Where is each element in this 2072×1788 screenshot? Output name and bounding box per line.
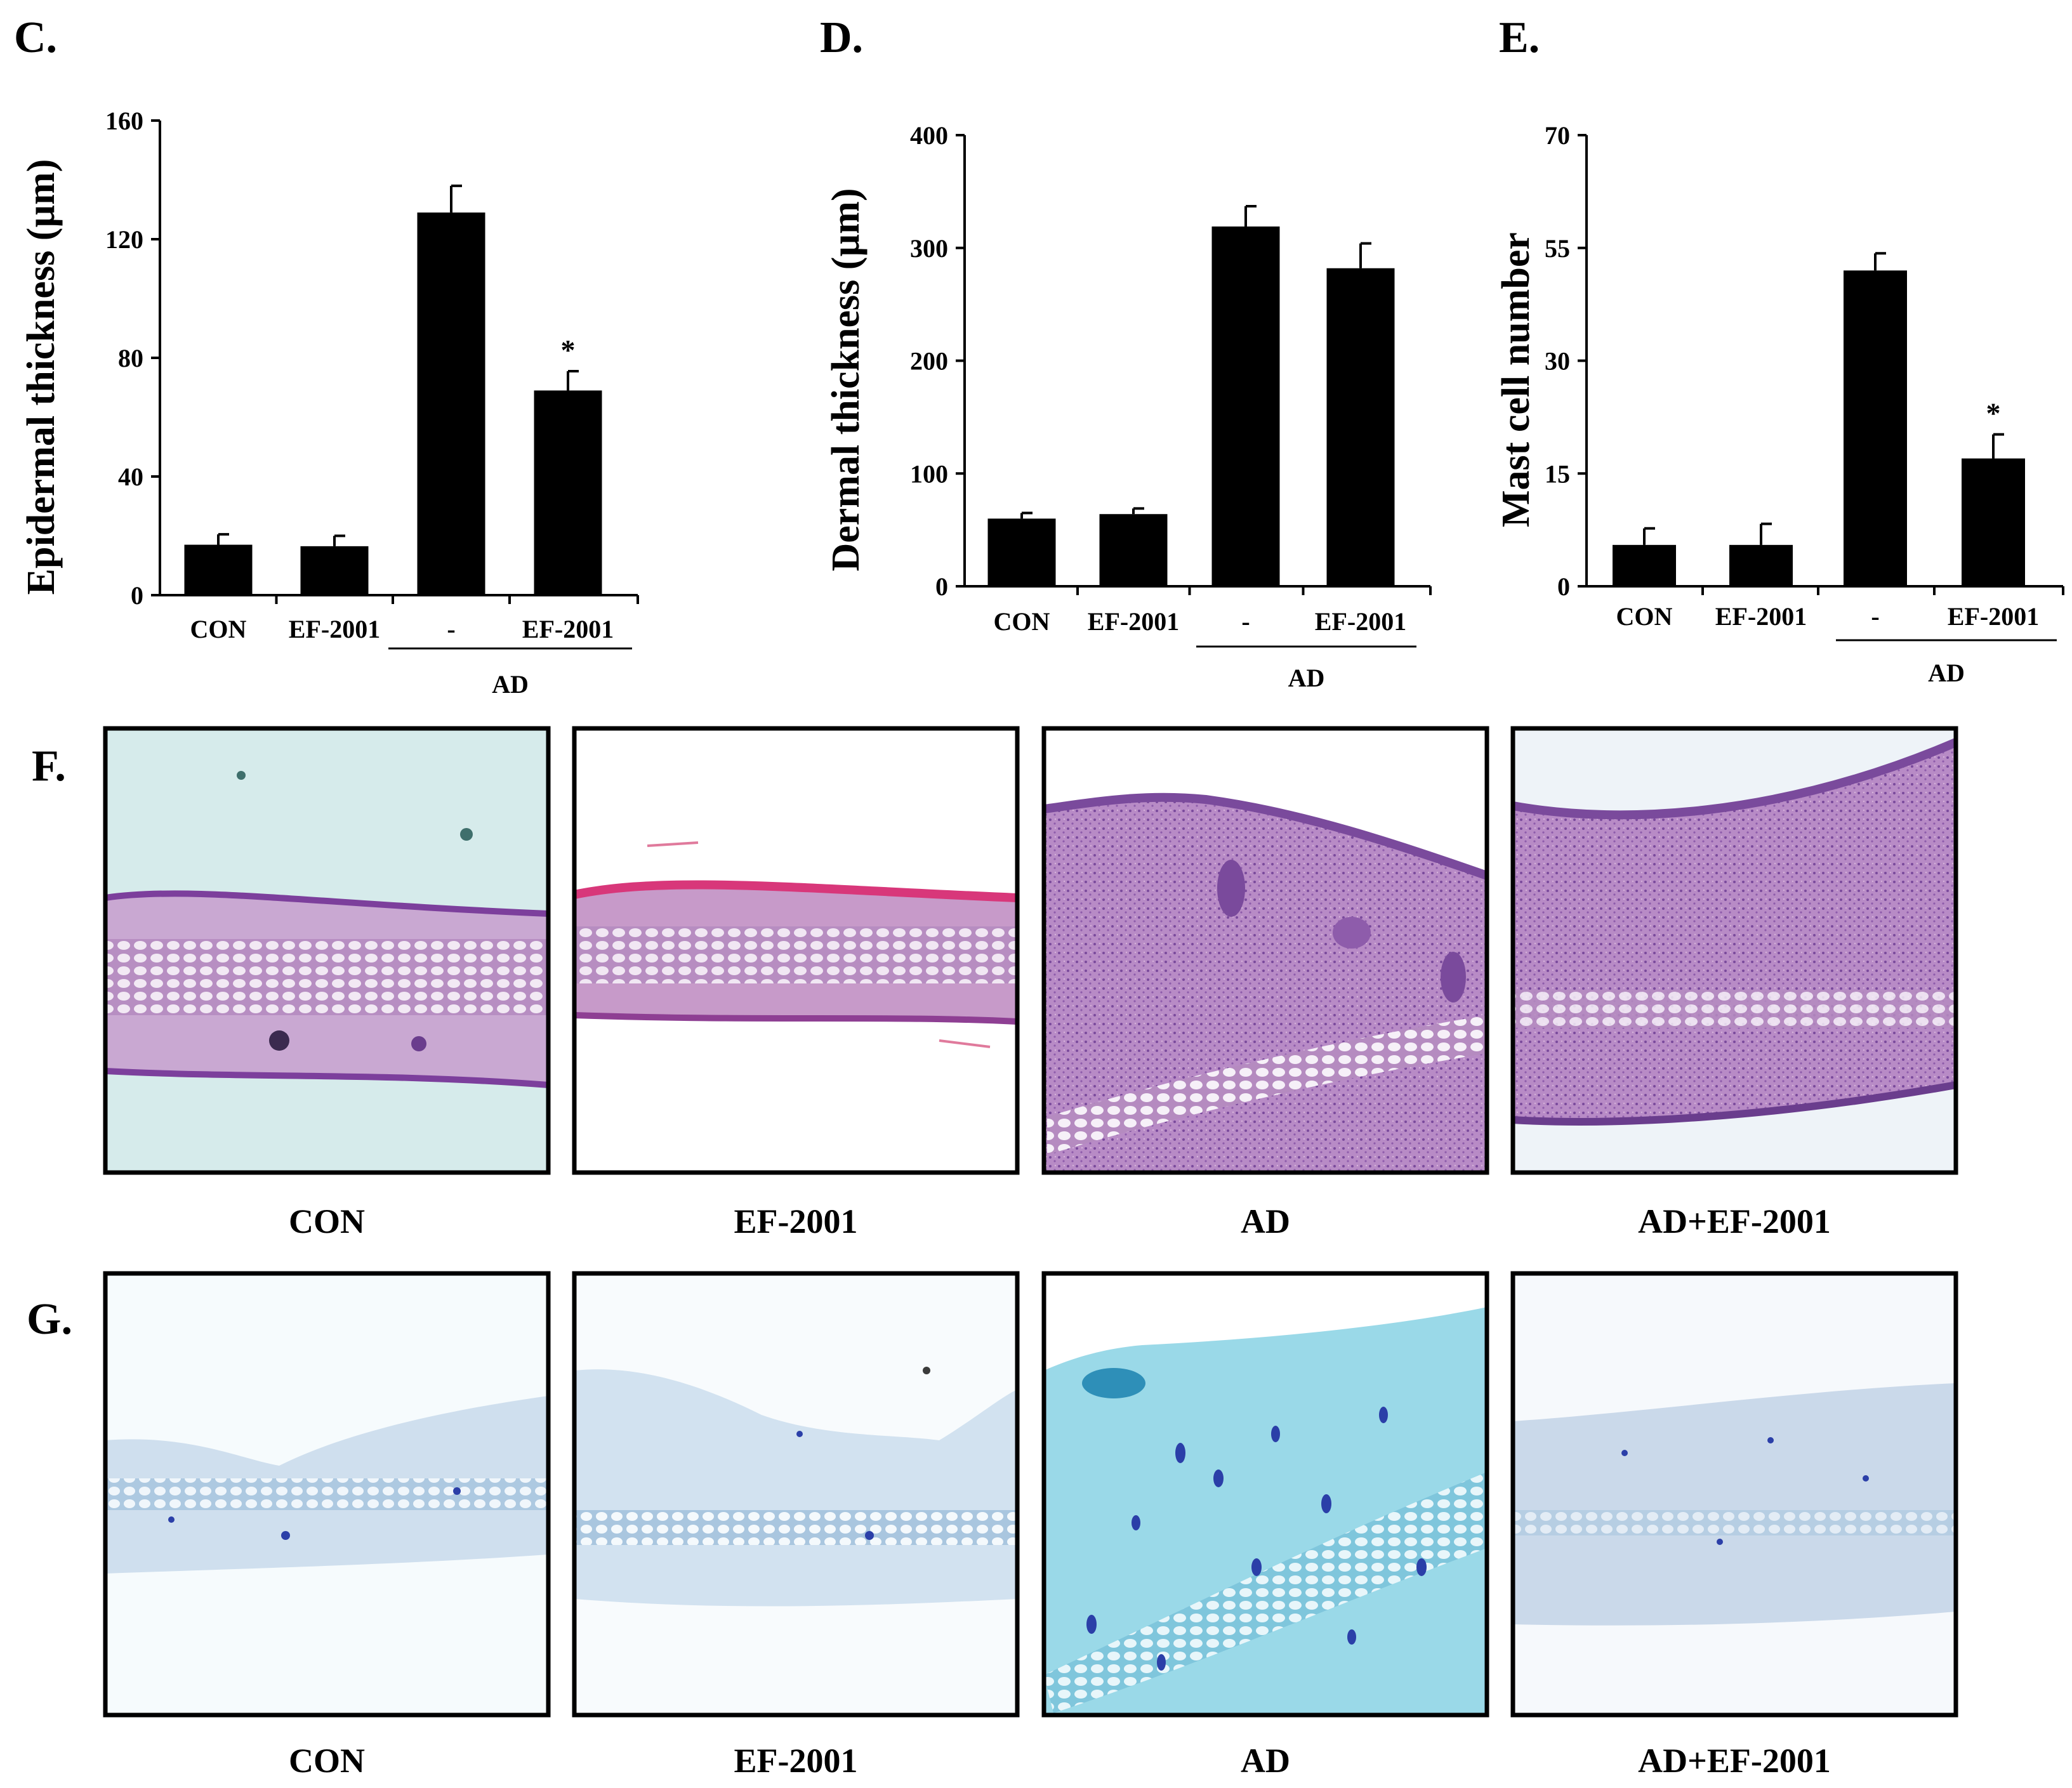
histology-G-con-frame xyxy=(103,1271,551,1718)
histology-F-ad xyxy=(1043,728,1489,1173)
x-category-label: EF-2001 xyxy=(1088,607,1179,636)
y-tick-label: 15 xyxy=(1545,459,1570,488)
bar xyxy=(1211,226,1280,586)
x-category-label: EF-2001 xyxy=(289,615,380,643)
x-category-label: CON xyxy=(1616,602,1673,631)
y-tick-label: 0 xyxy=(131,581,143,610)
histology-G-con xyxy=(105,1273,548,1715)
histology-G-ef2001-frame xyxy=(572,1271,1020,1718)
y-axis-title: Dermal thickness (µm) xyxy=(824,188,868,572)
y-axis-title: Mast cell number xyxy=(1495,232,1538,527)
y-tick-label: 100 xyxy=(910,459,948,488)
histology-G-ad-ef2001-frame xyxy=(1510,1271,1958,1718)
histology-F-label-con: CON xyxy=(289,1202,365,1240)
y-tick-label: 300 xyxy=(910,234,948,263)
bar xyxy=(1326,268,1395,586)
y-tick-label: 40 xyxy=(118,463,143,491)
bar xyxy=(1962,458,2025,586)
panel-letter: E. xyxy=(1499,13,1540,62)
panel-letter: D. xyxy=(820,13,863,62)
histology-G-ad-ef2001 xyxy=(1513,1273,1956,1715)
x-category-label: EF-2001 xyxy=(1715,602,1807,631)
histology-F-ad-frame xyxy=(1041,726,1489,1175)
histology-F-label-ef2001: EF-2001 xyxy=(734,1202,858,1240)
histology-F-label-ad-ef2001: AD+EF-2001 xyxy=(1638,1202,1831,1240)
histology-F-label-ad: AD xyxy=(1241,1202,1290,1240)
histology-F-con-frame xyxy=(103,726,551,1175)
y-tick-label: 400 xyxy=(910,121,948,150)
histology-F-ef2001-frame xyxy=(572,726,1020,1175)
y-tick-label: 70 xyxy=(1545,121,1570,150)
panel-letter-F: F. xyxy=(32,742,66,791)
x-category-label: EF-2001 xyxy=(1948,602,2039,631)
histology-G-label-ef2001: EF-2001 xyxy=(734,1742,858,1780)
y-tick-label: 120 xyxy=(105,225,143,254)
y-axis-title: Epidermal thickness (µm) xyxy=(20,159,63,595)
histology-F-ef2001 xyxy=(573,728,1018,1173)
bar xyxy=(1729,544,1793,586)
histology-G-ad xyxy=(1044,1273,1487,1715)
bar xyxy=(1099,514,1168,586)
histology-G-ef2001 xyxy=(574,1273,1017,1715)
bar xyxy=(300,546,369,595)
x-category-label: EF-2001 xyxy=(1315,607,1406,636)
y-tick-label: 30 xyxy=(1545,347,1570,376)
x-category-label: - xyxy=(447,615,455,643)
x-category-label: CON xyxy=(190,615,247,643)
group-label: AD xyxy=(1288,664,1325,692)
bar xyxy=(1613,544,1676,586)
chart-epidermal-thickness: C. 0 40 80 120 160 CON EF-2001 - * EF-2001 AD Epider… xyxy=(14,13,639,699)
histology-G-label-con: CON xyxy=(289,1742,365,1780)
histology-G-label-ad-ef2001: AD+EF-2001 xyxy=(1638,1742,1831,1780)
bar xyxy=(417,212,485,595)
chart-dermal-thickness: D. 0 100 200 300 400 CON EF-2001 - EF-2001 AD Derma… xyxy=(820,13,1432,692)
histology-F-con xyxy=(105,728,549,1173)
y-tick-label: 160 xyxy=(105,107,143,135)
y-tick-label: 55 xyxy=(1545,234,1570,263)
bar xyxy=(184,544,253,595)
panel-letter: C. xyxy=(14,13,57,62)
bar xyxy=(987,518,1056,586)
significance-marker: * xyxy=(561,334,576,366)
histology-F-ad-ef2001-frame xyxy=(1510,726,1958,1175)
bar xyxy=(534,390,602,595)
x-category-label: - xyxy=(1241,607,1250,636)
significance-marker: * xyxy=(1986,397,2001,430)
group-label: AD xyxy=(492,670,529,699)
y-tick-label: 0 xyxy=(935,572,948,601)
x-category-label: CON xyxy=(994,607,1050,636)
histology-F-ad-ef2001 xyxy=(1512,728,1958,1173)
group-label: AD xyxy=(1928,659,1965,687)
y-tick-label: 200 xyxy=(910,347,948,376)
y-tick-label: 80 xyxy=(118,344,143,372)
bar xyxy=(1844,270,1907,586)
x-category-label: EF-2001 xyxy=(522,615,614,643)
y-tick-label: 0 xyxy=(1557,572,1570,601)
chart-mast-cell-number: E. 0 15 30 55 70 CON EF-2001 - * EF-2001 AD Mast cel… xyxy=(1495,13,2064,687)
histology-G-ad-frame xyxy=(1041,1271,1489,1718)
histology-G-label-ad: AD xyxy=(1241,1742,1290,1780)
x-category-label: - xyxy=(1871,602,1879,631)
panel-letter-G: G. xyxy=(27,1295,72,1344)
